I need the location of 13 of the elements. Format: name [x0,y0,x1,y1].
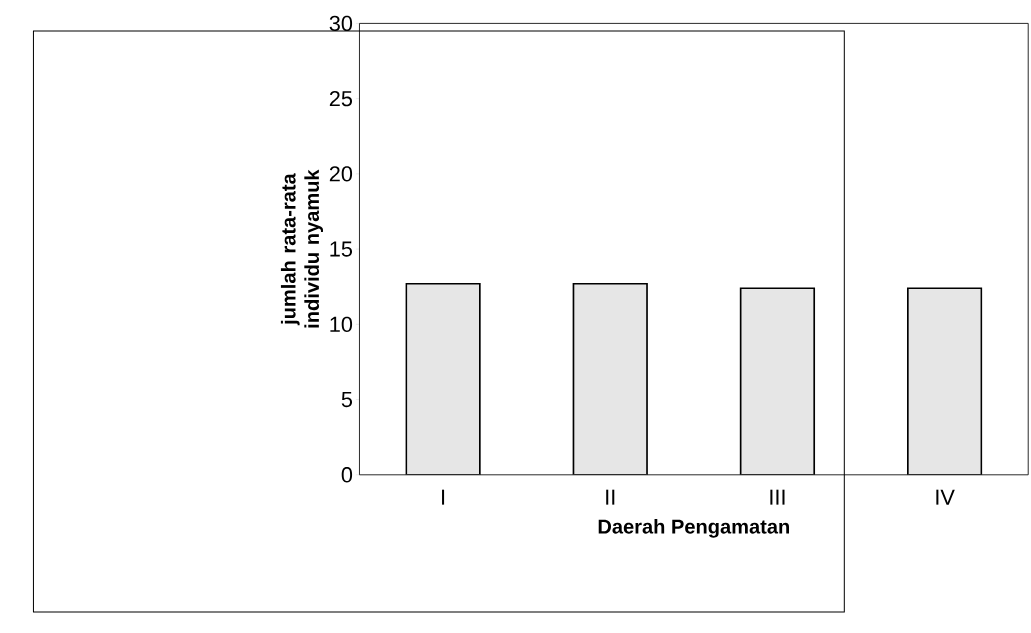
y-tick-label: 15 [330,241,353,257]
y-axis-title: jumlah rata-rata individu nyamuk [280,169,324,328]
x-tick-label: III [770,489,785,505]
y-tick-label: 10 [330,316,353,333]
x-tick-label: IV [936,489,955,505]
y-tick-label: 30 [329,15,353,32]
y-tick-label: 25 [329,91,353,107]
y-tick-label: 20 [329,166,353,182]
y-tick-label: 0 [341,467,353,483]
y-tick-label: 5 [341,392,353,408]
x-tick-label: I [442,489,445,505]
x-tick-label: II [606,489,615,505]
x-axis-title: Daerah Pengamatan [598,519,789,538]
